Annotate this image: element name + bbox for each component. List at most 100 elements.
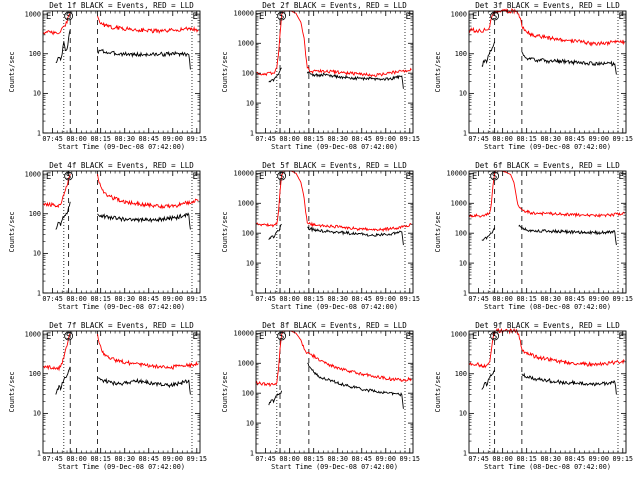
- x-tick-label: 08:15: [516, 135, 536, 143]
- x-axis-label: Start Time (09-Dec-08 07:42:00): [484, 143, 611, 151]
- x-tick-label: 07:45: [255, 455, 275, 463]
- x-tick-label: 09:00: [376, 135, 396, 143]
- y-axis-label: Counts/sec: [8, 52, 16, 93]
- x-tick-label: 08:15: [303, 455, 323, 463]
- x-tick-label: 07:45: [42, 295, 62, 303]
- x-tick-label: 07:45: [468, 455, 488, 463]
- x-tick-label: 08:30: [540, 455, 560, 463]
- y-tick-label: 1: [37, 449, 41, 457]
- x-tick-label: 08:00: [279, 455, 299, 463]
- events-series-line: [481, 224, 617, 246]
- x-tick-label: 08:45: [139, 455, 159, 463]
- x-tick-label: 08:00: [492, 455, 512, 463]
- event-annotation: E: [46, 12, 51, 22]
- x-tick-label: 09:00: [163, 295, 183, 303]
- y-tick-label: 1000: [238, 200, 254, 208]
- chart-title: Det 3f BLACK = Events, RED = LLD: [475, 1, 620, 10]
- y-axis-label: Counts/sec: [8, 372, 16, 413]
- x-tick-label: 08:00: [492, 295, 512, 303]
- y-tick-label: 1: [250, 289, 254, 297]
- light-curve-plot: Det 7f BLACK = Events, RED = LLD 1 10 100 10…: [8, 321, 207, 471]
- lld-series-line: [42, 173, 199, 210]
- y-tick-label: 10: [459, 259, 467, 267]
- saa-annotation-circle: [64, 11, 74, 21]
- x-tick-label: 08:00: [66, 455, 86, 463]
- lld-series-line: [42, 13, 199, 36]
- x-tick-label: 09:15: [400, 455, 420, 463]
- light-curve-plot: Det 8f BLACK = Events, RED = LLD 1 10 100 10…: [221, 321, 420, 471]
- detector-panel: Det 2f BLACK = Events, RED = LLD 1 10 100 10…: [213, 0, 426, 160]
- x-tick-label: 08:00: [279, 295, 299, 303]
- x-tick-label: 07:45: [468, 295, 488, 303]
- y-tick-label: 10: [246, 99, 254, 107]
- x-axis-label: Start Time (09-Dec-08 07:42:00): [271, 463, 398, 471]
- x-tick-label: 08:15: [303, 295, 323, 303]
- event-annotation: S: [279, 332, 284, 342]
- plot-frame: [42, 10, 201, 134]
- event-annotation: E: [405, 332, 410, 342]
- x-tick-label: 08:15: [90, 295, 110, 303]
- events-series-line: [268, 223, 404, 246]
- x-tick-label: 08:00: [279, 135, 299, 143]
- y-tick-label: 1: [463, 289, 467, 297]
- x-tick-label: 08:15: [90, 455, 110, 463]
- x-tick-label: 08:00: [66, 295, 86, 303]
- x-tick-label: 09:00: [376, 295, 396, 303]
- x-tick-label: 08:45: [352, 295, 372, 303]
- x-tick-label: 08:45: [565, 295, 585, 303]
- event-annotation: E: [259, 12, 264, 22]
- event-annotation: E: [618, 12, 623, 22]
- x-tick-label: 07:45: [42, 135, 62, 143]
- x-tick-label: 09:00: [163, 135, 183, 143]
- y-tick-label: 100: [29, 370, 41, 378]
- y-tick-label: 1000: [238, 40, 254, 48]
- x-tick-label: 08:30: [540, 295, 560, 303]
- plot-frame: [255, 330, 414, 454]
- light-curve-plot: Det 1f BLACK = Events, RED = LLD 1 10 100 10…: [8, 1, 207, 151]
- x-tick-label: 08:30: [114, 295, 134, 303]
- y-axis-label: Counts/sec: [221, 212, 229, 253]
- x-tick-label: 07:45: [468, 135, 488, 143]
- y-tick-label: 1: [250, 129, 254, 137]
- y-tick-label: 1000: [25, 10, 41, 18]
- event-annotation: E: [46, 172, 51, 182]
- x-tick-label: 09:15: [613, 135, 633, 143]
- event-annotation: E: [405, 172, 410, 182]
- x-tick-label: 08:45: [139, 135, 159, 143]
- detector-panel: Det 6f BLACK = Events, RED = LLD 1 10 100 10…: [426, 160, 639, 320]
- y-tick-label: 100: [29, 50, 41, 58]
- lld-series-line: [255, 170, 412, 233]
- event-annotation: E: [192, 12, 197, 22]
- x-tick-label: 09:15: [187, 135, 207, 143]
- plot-frame: [468, 330, 627, 454]
- event-annotation: E: [618, 172, 623, 182]
- chart-title: Det 5f BLACK = Events, RED = LLD: [262, 161, 407, 170]
- x-tick-label: 08:15: [90, 135, 110, 143]
- y-tick-label: 100: [455, 370, 467, 378]
- x-axis-label: Start Time (09-Dec-08 07:42:00): [58, 463, 185, 471]
- y-tick-label: 100: [242, 389, 254, 397]
- y-axis-label: Counts/sec: [434, 52, 442, 93]
- event-annotation: S: [492, 332, 497, 342]
- lld-series-line: [468, 8, 625, 47]
- x-tick-label: 07:45: [255, 295, 275, 303]
- x-tick-label: 09:00: [589, 135, 609, 143]
- events-series-line: [481, 370, 617, 395]
- plot-frame: [468, 10, 627, 134]
- x-tick-label: 09:00: [589, 455, 609, 463]
- chart-title: Det 7f BLACK = Events, RED = LLD: [49, 321, 194, 330]
- lld-series-line: [42, 333, 199, 372]
- detector-panel: Det 5f BLACK = Events, RED = LLD 1 10 100 10…: [213, 160, 426, 320]
- x-axis-label: Start Time (09-Dec-08 07:42:00): [58, 143, 185, 151]
- y-tick-label: 1: [37, 289, 41, 297]
- events-series-line: [268, 67, 404, 89]
- x-tick-label: 08:45: [139, 295, 159, 303]
- x-tick-label: 08:30: [327, 295, 347, 303]
- x-tick-label: 08:30: [327, 455, 347, 463]
- detector-panel: Det 7f BLACK = Events, RED = LLD 1 10 100 10…: [0, 320, 213, 480]
- saa-annotation-circle: [64, 171, 74, 181]
- event-annotation: E: [192, 172, 197, 182]
- event-annotation: E: [472, 332, 477, 342]
- x-tick-label: 08:15: [516, 295, 536, 303]
- y-tick-label: 1: [463, 129, 467, 137]
